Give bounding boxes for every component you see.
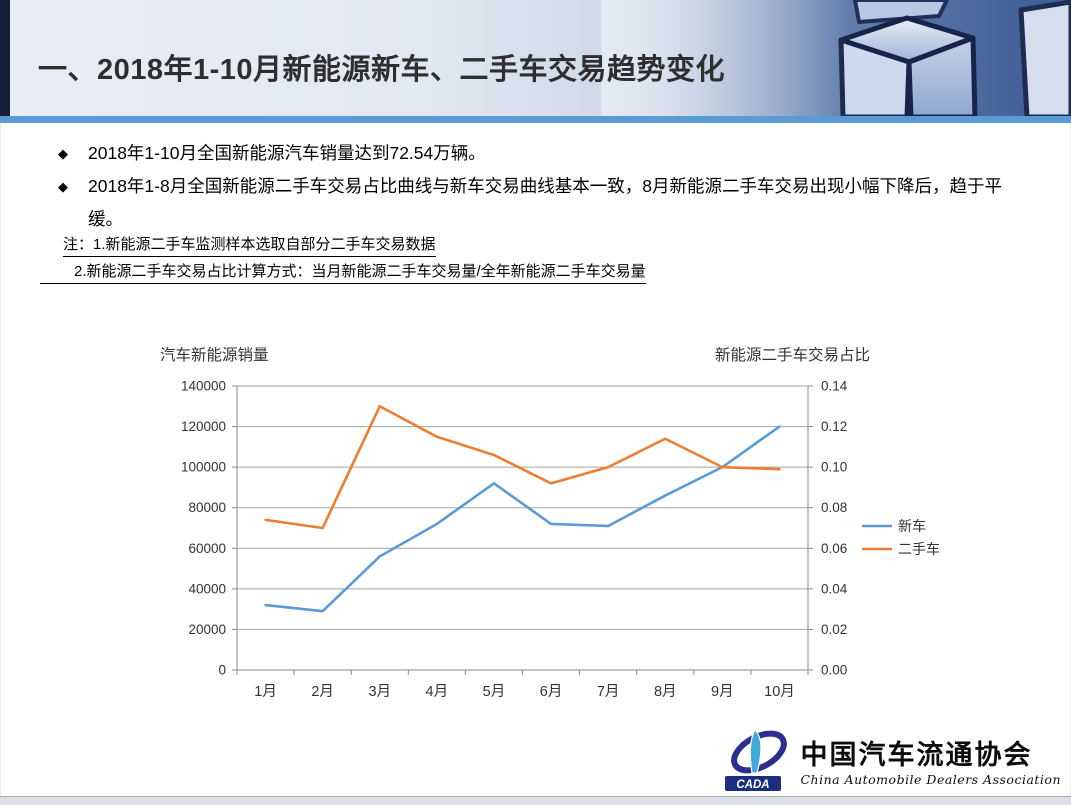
right-tick-label: 0.12 <box>821 419 847 434</box>
left-tick-label: 140000 <box>181 379 226 394</box>
logo-text-english: China Automobile Dealers Association <box>800 772 1061 787</box>
slide-header: 一、2018年1-10月新能源新车、二手车交易趋势变化 <box>0 0 1071 117</box>
right-tick-label: 0.14 <box>821 379 848 394</box>
left-tick-label: 120000 <box>181 419 226 434</box>
right-axis-title: 新能源二手车交易占比 <box>715 346 870 364</box>
cubes-decoration <box>601 0 1071 117</box>
trend-chart: 汽车新能源销量 新能源二手车交易占比 0 0.00 20000 0.02 40000 0.04… <box>160 346 940 700</box>
note-text-1: 注：1.新能源二手车监测样本选取自部分二手车交易数据 <box>63 233 436 257</box>
cada-logo: CADA 中国汽车流通协会 China Automobile Dealers A… <box>722 727 1061 793</box>
note-line-2: 2.新能源二手车交易占比计算方式：当月新能源二手车交易量/全年新能源二手车交易量 <box>40 260 646 284</box>
left-tick-label: 0 <box>218 663 226 678</box>
cada-emblem-icon: CADA <box>725 729 788 791</box>
legend-label-0: 新车 <box>898 518 926 534</box>
x-tick-label: 5月 <box>483 684 506 700</box>
right-tick-label: 0.00 <box>821 663 847 678</box>
left-tick-label: 100000 <box>181 460 226 475</box>
logo-text-chinese: 中国汽车流通协会 <box>800 740 1033 770</box>
left-axis-title: 汽车新能源销量 <box>160 346 269 364</box>
left-tick-label: 80000 <box>188 500 226 515</box>
x-tick-label: 4月 <box>426 684 449 700</box>
right-tick-label: 0.06 <box>821 541 847 556</box>
series-line-1 <box>264 404 781 530</box>
logo-texts: 中国汽车流通协会 China Automobile Dealers Associ… <box>800 733 1061 787</box>
diamond-bullet-icon: ◆ <box>58 146 68 161</box>
header-divider-rule <box>0 116 1071 123</box>
x-tick-label: 9月 <box>711 684 734 700</box>
diamond-bullet-icon: ◆ <box>58 179 68 194</box>
bullet-text-2: 2018年1-8月全国新能源二手车交易占比曲线与新车交易曲线基本一致，8月新能源… <box>88 176 1002 229</box>
x-tick-label: 6月 <box>540 684 563 700</box>
legend-label-1: 二手车 <box>898 541 940 557</box>
right-tick-label: 0.10 <box>821 460 847 475</box>
left-tick-label: 40000 <box>188 581 226 596</box>
bullet-item-1: ◆ 2018年1-10月全国新能源汽车销量达到72.54万辆。 <box>58 137 1033 170</box>
left-tick-label: 60000 <box>188 541 226 556</box>
bullet-text-1: 2018年1-10月全国新能源汽车销量达到72.54万辆。 <box>88 143 486 163</box>
x-tick-label: 1月 <box>254 684 277 700</box>
note-text-2: 2.新能源二手车交易占比计算方式：当月新能源二手车交易量/全年新能源二手车交易量 <box>40 260 646 284</box>
bottom-bar <box>0 796 1071 805</box>
series-line-0 <box>264 425 781 613</box>
x-tick-label: 10月 <box>764 684 795 700</box>
header-accent-bar <box>0 0 10 117</box>
page-title: 一、2018年1-10月新能源新车、二手车交易趋势变化 <box>38 54 726 86</box>
right-tick-label: 0.04 <box>821 581 848 596</box>
right-tick-label: 0.08 <box>821 500 847 515</box>
chart-area: 汽车新能源销量 新能源二手车交易占比 0 0.00 20000 0.02 40000 0.04… <box>140 330 970 710</box>
x-tick-label: 8月 <box>654 684 677 700</box>
bullet-item-2: ◆ 2018年1-8月全国新能源二手车交易占比曲线与新车交易曲线基本一致，8月新… <box>58 170 1033 236</box>
right-tick-label: 0.02 <box>821 622 847 637</box>
svg-text:CADA: CADA <box>737 779 770 791</box>
note-line-1: 注：1.新能源二手车监测样本选取自部分二手车交易数据 <box>63 233 436 257</box>
x-tick-label: 7月 <box>597 684 620 700</box>
x-tick-label: 3月 <box>368 684 391 700</box>
x-tick-label: 2月 <box>311 684 334 700</box>
left-tick-label: 20000 <box>188 622 226 637</box>
bullet-list: ◆ 2018年1-10月全国新能源汽车销量达到72.54万辆。 ◆ 2018年1… <box>58 137 1033 236</box>
